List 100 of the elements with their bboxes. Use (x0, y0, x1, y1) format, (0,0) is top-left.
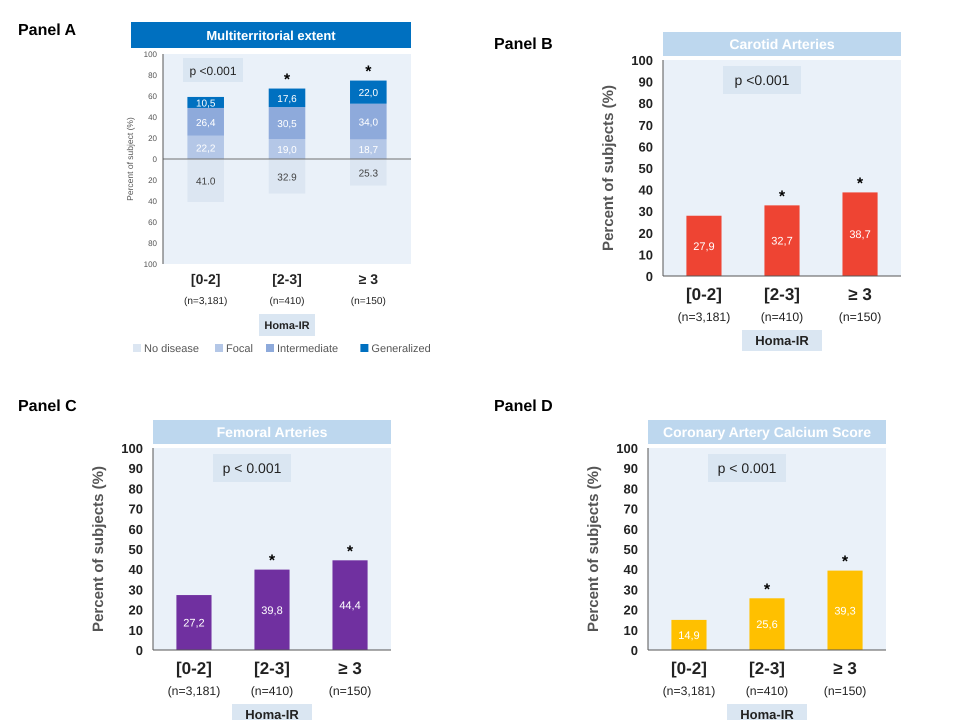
bar (671, 620, 707, 650)
y-tick-label: 0 (136, 643, 143, 658)
text: Panel A (18, 22, 77, 39)
x-tick-label: [2-3] (n=410) (269, 271, 305, 307)
y-tick-label: 20 (148, 176, 158, 185)
y-tick-label: 60 (624, 522, 638, 537)
text: Panel C (18, 398, 78, 415)
legend-label: Focal (226, 343, 253, 355)
x-axis-title: Homa-IR (740, 707, 794, 722)
annotation: * (365, 64, 372, 81)
y-tick-label: 30 (624, 582, 638, 598)
annotation: p <0.001 (189, 64, 237, 78)
y-tick-label: 10 (624, 622, 638, 638)
text: Panel B (494, 36, 553, 53)
y-tick-label: 20 (148, 134, 158, 143)
x-tick-label: ≥ 3 (n=150) (838, 285, 882, 324)
annotation: * (778, 188, 786, 206)
x-axis-title: Homa-IR (245, 707, 300, 722)
x-tick-label: ≥ 3 (n=150) (824, 659, 866, 698)
y-axis-title: Percent of subject (%) (125, 117, 135, 201)
bar (686, 216, 722, 276)
y-tick-label: 90 (638, 74, 653, 90)
data-label: 22,0 (358, 88, 378, 100)
bar (749, 598, 785, 650)
bar (827, 570, 863, 650)
chart-title: Femoral Arteries (216, 424, 328, 440)
legend-label: Generalized (371, 343, 431, 355)
y-tick-label: 50 (638, 161, 653, 176)
y-tick-label: 80 (624, 481, 638, 496)
x-tick-label: ≥ 3 (n=150) (350, 271, 386, 307)
data-label: 25,6 (756, 619, 778, 632)
y-tick-label: 0 (630, 643, 638, 658)
y-tick-label: 60 (148, 218, 158, 227)
data-label: 32.9 (277, 172, 298, 184)
chart-title: Multiterritorial extent (206, 28, 336, 43)
bar (254, 570, 290, 650)
y-axis-title: Percent of subjects (%) (90, 466, 107, 632)
data-label: 34,0 (358, 118, 378, 129)
data-label: 18,7 (358, 145, 378, 156)
y-tick-label: 40 (624, 562, 638, 578)
y-tick-label: 60 (148, 92, 158, 101)
y-tick-label: 40 (128, 562, 143, 578)
y-tick-label: 60 (128, 522, 143, 537)
y-tick-label: 100 (631, 53, 653, 68)
data-label: 25.3 (358, 168, 378, 180)
x-tick-label: [2-3] (n=410) (250, 659, 294, 698)
x-tick-label: [2-3] (n=410) (746, 659, 788, 698)
data-label: 39,8 (261, 604, 283, 617)
x-tick-label: [0-2] (n=3,181) (662, 659, 716, 698)
data-label: 10,5 (196, 98, 216, 110)
y-tick-label: 10 (128, 622, 143, 638)
y-axis-title: Percent of subjects (%) (585, 466, 602, 632)
y-tick-label: 100 (121, 441, 143, 456)
y-tick-label: 100 (616, 441, 638, 456)
bar (842, 192, 878, 276)
text: Panel D (494, 398, 553, 415)
y-tick-label: 20 (638, 226, 653, 241)
y-tick-label: 50 (128, 542, 143, 557)
data-label: 22,2 (196, 143, 216, 154)
y-tick-label: 60 (638, 139, 653, 154)
y-tick-label: 30 (638, 204, 653, 220)
y-tick-label: 0 (646, 269, 653, 284)
data-label: 27,2 (183, 618, 205, 630)
annotation: * (284, 72, 291, 89)
data-label: 41.0 (196, 176, 216, 188)
data-label: 39,3 (834, 605, 856, 618)
bar (332, 560, 368, 650)
data-label: 17,6 (277, 94, 298, 105)
y-tick-label: 80 (148, 71, 158, 80)
annotation: p < 0.001 (222, 460, 282, 476)
data-label: 26,4 (196, 118, 216, 129)
annotation: p <0.001 (734, 72, 790, 88)
annotation: * (842, 554, 849, 571)
y-tick-label: 90 (128, 461, 143, 476)
data-label: 38,7 (849, 229, 871, 242)
y-tick-label: 40 (148, 197, 158, 206)
y-tick-label: 80 (148, 239, 158, 248)
data-label: 19,0 (277, 145, 298, 156)
y-tick-label: 0 (152, 155, 158, 164)
annotation: * (764, 581, 771, 598)
y-tick-label: 10 (638, 247, 653, 262)
data-label: 44,4 (339, 600, 361, 612)
data-label: 30,5 (277, 119, 298, 130)
x-tick-label: ≥ 3 (n=150) (328, 659, 372, 698)
y-axis-title: Percent of subjects (%) (600, 85, 617, 251)
data-label: 27,9 (693, 240, 715, 253)
x-tick-label: [0-2] (n=3,181) (168, 659, 220, 698)
y-tick-label: 90 (624, 461, 638, 476)
legend-label: No disease (144, 343, 200, 355)
y-tick-label: 80 (638, 96, 653, 112)
y-tick-label: 70 (128, 502, 143, 517)
x-tick-label: [0-2] (n=3,181) (184, 271, 228, 307)
annotation: * (856, 175, 864, 192)
data-label: 14,9 (678, 630, 700, 642)
bar (176, 595, 212, 650)
y-tick-label: 50 (624, 542, 638, 557)
y-tick-label: 70 (638, 118, 653, 133)
x-axis-title: Homa-IR (755, 333, 810, 348)
data-label: 32,7 (771, 236, 793, 248)
y-tick-label: 30 (128, 582, 143, 598)
